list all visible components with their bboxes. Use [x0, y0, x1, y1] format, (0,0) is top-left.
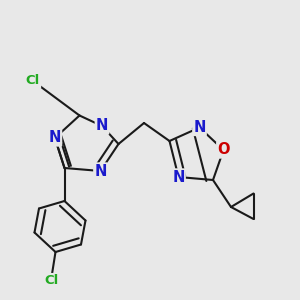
Text: N: N [172, 169, 185, 184]
Text: Cl: Cl [44, 274, 58, 287]
Text: N: N [94, 164, 107, 178]
Text: N: N [193, 120, 206, 135]
Text: N: N [96, 118, 108, 134]
Text: Cl: Cl [26, 74, 40, 88]
Text: N: N [49, 130, 61, 146]
Text: O: O [217, 142, 230, 158]
